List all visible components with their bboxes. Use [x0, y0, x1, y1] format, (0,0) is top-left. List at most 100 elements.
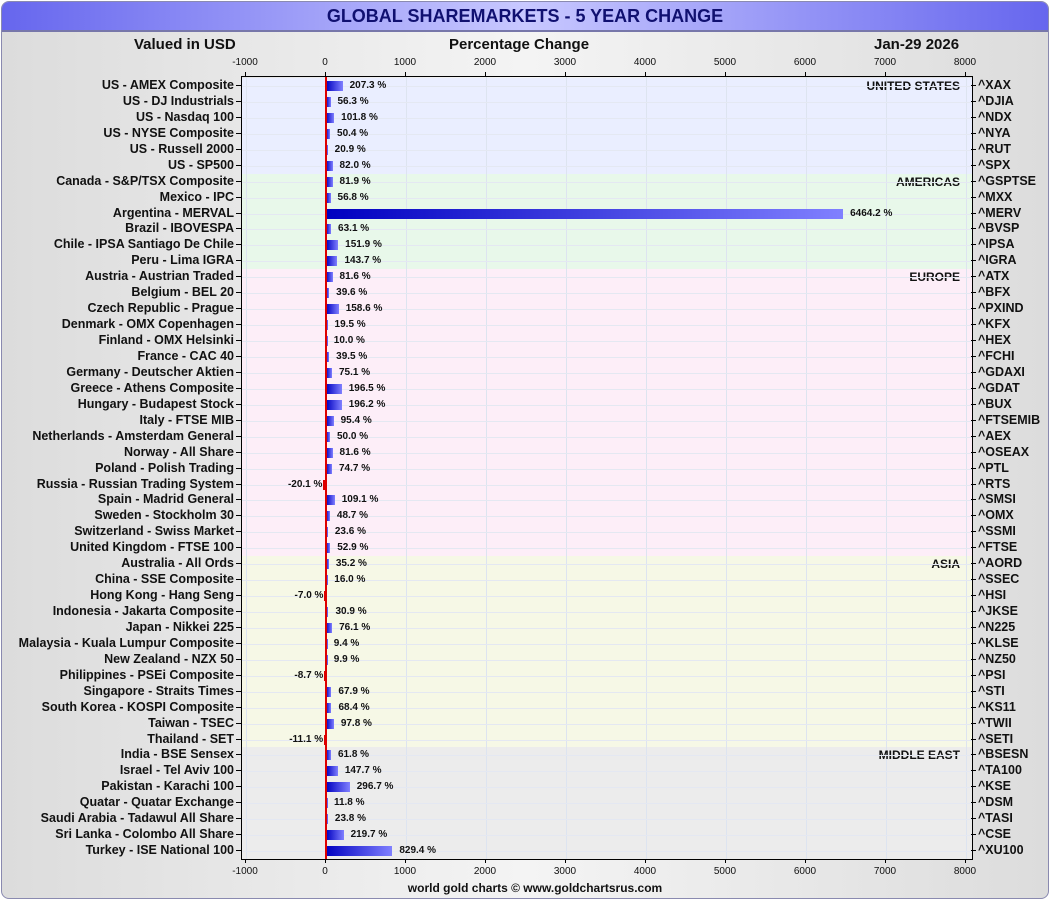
tick-mark	[236, 834, 241, 836]
bar	[326, 463, 332, 474]
tick-mark	[971, 642, 976, 644]
value-label: 151.9 %	[345, 239, 382, 251]
value-label: 97.8 %	[340, 717, 372, 729]
footer-credit: world gold charts © www.goldchartsrus.co…	[407, 881, 663, 895]
tick-mark	[971, 563, 976, 565]
tick-mark	[236, 611, 241, 613]
tick-mark	[236, 451, 241, 453]
tick-mark	[971, 116, 976, 118]
tick-mark	[236, 435, 241, 437]
ticker-label: ^XAX	[978, 78, 1012, 92]
tick-mark	[236, 658, 241, 660]
bar	[326, 272, 333, 283]
tick-mark	[236, 340, 241, 342]
tick-mark	[971, 419, 976, 421]
tick-mark	[236, 132, 241, 134]
value-label: 82.0 %	[339, 159, 371, 171]
tick-mark	[325, 859, 326, 863]
ticker-label: ^NYA	[978, 125, 1011, 140]
tick-mark	[236, 276, 241, 278]
value-label: 39.6 %	[336, 287, 368, 299]
market-label: Philippines - PSEi Composite	[59, 667, 234, 682]
ticker-label: ^STI	[978, 683, 1005, 698]
region-band	[242, 269, 972, 557]
tick-mark	[565, 72, 566, 76]
value-label: 56.8 %	[337, 191, 369, 203]
ticker-label: ^NZ50	[978, 651, 1016, 666]
region-band	[242, 747, 972, 859]
value-label: 147.7 %	[344, 765, 382, 777]
market-label: Thailand - SET	[147, 731, 234, 746]
row-gridline	[242, 388, 972, 390]
row-gridline	[242, 309, 972, 311]
row-gridline	[242, 835, 972, 837]
tick-mark	[971, 148, 976, 150]
value-label: 23.6 %	[334, 526, 367, 538]
tick-mark	[236, 85, 241, 86]
tick-mark	[971, 260, 976, 262]
row-gridline	[242, 101, 972, 103]
tick-mark	[885, 859, 886, 863]
tick-mark	[645, 72, 646, 76]
axis-title: Percentage Change	[449, 36, 590, 53]
value-label: 81.9 %	[339, 175, 371, 187]
row-gridline	[242, 612, 972, 614]
x-tick-top: 8000	[953, 57, 977, 68]
market-label: South Korea - KOSPI Composite	[41, 699, 234, 714]
bar	[326, 367, 332, 378]
x-tick-top: 3000	[553, 57, 577, 68]
value-label: 68.4 %	[338, 701, 370, 713]
tick-mark	[971, 786, 976, 788]
ticker-label: ^SPX	[978, 157, 1011, 172]
tick-mark	[971, 690, 976, 692]
market-label: Hong Kong - Hang Seng	[90, 588, 234, 603]
tick-mark	[971, 611, 976, 613]
value-label: 20.9 %	[334, 143, 366, 155]
ticker-label: ^FTSE	[978, 540, 1018, 555]
bar	[326, 798, 328, 809]
ticker-label: ^KSE	[978, 779, 1012, 794]
value-label: 61.8 %	[337, 749, 370, 761]
tick-mark	[971, 499, 976, 501]
tick-mark	[236, 164, 241, 166]
x-tick-bottom: -1000	[232, 866, 258, 877]
tick-mark	[971, 579, 976, 581]
tick-mark	[485, 859, 486, 863]
market-label: United Kingdom - FTSE 100	[70, 540, 234, 555]
x-tick-top: 5000	[713, 57, 737, 68]
ticker-label: ^RUT	[978, 141, 1011, 156]
ticker-label: ^TASI	[978, 811, 1013, 826]
x-tick-bottom: 6000	[793, 866, 817, 877]
row-gridline	[242, 627, 972, 629]
x-tick-bottom: 5000	[713, 866, 737, 877]
x-tick-bottom: 2000	[473, 866, 497, 877]
bar	[326, 128, 331, 139]
bar	[326, 766, 338, 777]
x-tick-bottom: 1000	[393, 866, 417, 877]
gridline	[566, 77, 567, 859]
bar	[326, 527, 328, 538]
market-label: Spain - Madrid General	[97, 492, 234, 507]
ticker-label: ^AEX	[978, 428, 1012, 443]
tick-mark	[971, 738, 976, 740]
row-gridline	[242, 356, 972, 358]
row-gridline	[242, 564, 972, 566]
tick-mark	[236, 355, 241, 357]
market-label: Switzerland - Swiss Market	[74, 524, 234, 539]
bar	[326, 224, 332, 235]
market-label: Belgium - BEL 20	[131, 285, 234, 300]
value-label: 67.9 %	[338, 685, 370, 697]
gridline	[486, 77, 487, 859]
ticker-label: ^KS11	[978, 699, 1016, 714]
market-label: Hungary - Budapest Stock	[77, 396, 234, 411]
row-gridline	[242, 851, 972, 853]
region-band	[242, 556, 972, 748]
row-gridline	[242, 86, 972, 87]
ticker-label: ^OMX	[978, 508, 1014, 523]
ticker-label: ^CSE	[978, 827, 1012, 842]
tick-mark	[971, 626, 976, 628]
row-gridline	[242, 596, 972, 598]
bar	[326, 559, 329, 570]
value-label: 76.1 %	[339, 621, 371, 633]
tick-mark	[405, 859, 406, 863]
